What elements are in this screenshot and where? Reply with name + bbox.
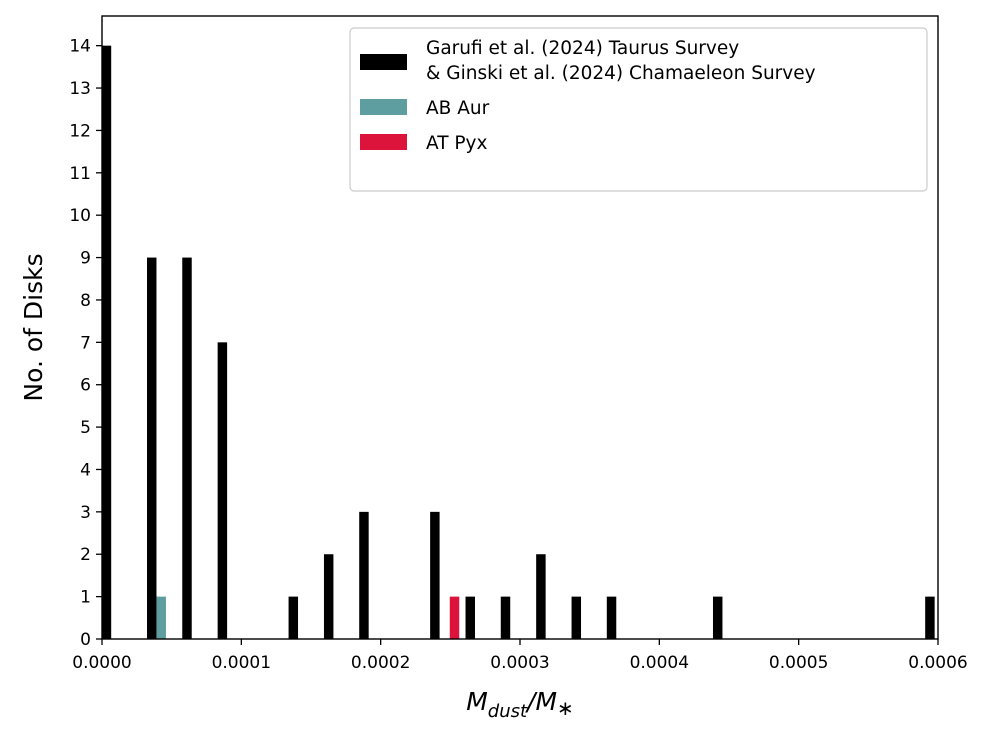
y-tick-label: 13: [69, 79, 91, 99]
y-tick-label: 14: [69, 37, 91, 57]
x-tick-label: 0.0006: [908, 653, 967, 673]
bar-series0-bin9: [500, 596, 511, 639]
y-tick-label: 9: [80, 249, 91, 269]
bar-series0-bin8: [465, 596, 475, 639]
bar-series1-bin0: [156, 596, 166, 639]
x-label-separator: /M: [525, 687, 557, 716]
bars-layer: [101, 45, 935, 640]
y-tick-label: 7: [80, 333, 91, 353]
x-label-subscript: dust: [488, 701, 528, 722]
x-label-star: ∗: [557, 696, 574, 720]
plot-frame: [101, 15, 939, 640]
bar-series0-bin7: [430, 511, 440, 639]
legend-swatch-0: [360, 54, 407, 70]
bar-series0-bin2: [182, 257, 192, 639]
x-label-base: M: [466, 687, 488, 716]
y-tick-label: 0: [80, 630, 91, 650]
bar-series2-bin0: [449, 596, 460, 639]
y-axis-label: No. of Disks: [19, 253, 48, 401]
y-tick-label: 6: [80, 376, 91, 396]
bar-series0-bin0: [101, 45, 112, 640]
bar-series0-bin5: [323, 554, 334, 639]
legend-label-2: AT Pyx: [426, 133, 488, 154]
x-axis-ticks: 0.0000 0.0001 0.0002 0.0003 0.0004 0.0005 0.00…: [72, 639, 968, 673]
x-tick-label: 0.0001: [212, 653, 271, 673]
y-tick-label: 2: [80, 545, 91, 565]
y-tick-label: 5: [80, 418, 91, 438]
y-tick-label: 1: [80, 588, 91, 608]
legend-label-1: AB Aur: [426, 98, 490, 119]
legend-label-0: & Ginski et al. (2024) Chamaeleon Survey: [426, 63, 816, 84]
bar-series0-bin1: [147, 257, 157, 639]
bar-series0-bin4: [288, 596, 299, 639]
bar-series0-bin3: [217, 342, 228, 639]
y-tick-label: 11: [69, 164, 91, 184]
x-tick-label: 0.0005: [769, 653, 828, 673]
bar-series0-bin6: [359, 511, 369, 639]
legend: Garufi et al. (2024) Taurus Survey & Gins…: [349, 27, 928, 192]
bar-series0-bin11: [571, 596, 582, 639]
y-tick-label: 10: [69, 206, 91, 226]
x-tick-label: 0.0000: [72, 653, 131, 673]
x-tick-label: 0.0003: [490, 653, 549, 673]
legend-box: [349, 27, 928, 192]
legend-swatch-1: [360, 99, 407, 115]
legend-swatch-2: [360, 134, 407, 150]
bar-series0-bin10: [536, 554, 546, 639]
y-tick-label: 8: [80, 291, 91, 311]
y-tick-label: 3: [80, 503, 91, 523]
x-tick-label: 0.0004: [630, 653, 689, 673]
y-tick-label: 12: [69, 121, 91, 141]
bar-series0-bin13: [712, 596, 723, 639]
x-axis-label: Mdust/M∗: [466, 687, 574, 722]
x-tick-label: 0.0002: [351, 653, 410, 673]
bar-series0-bin12: [606, 596, 617, 639]
legend-label-0: Garufi et al. (2024) Taurus Survey: [426, 38, 739, 59]
y-tick-label: 4: [80, 460, 91, 480]
bar-series0-bin14: [925, 596, 935, 639]
